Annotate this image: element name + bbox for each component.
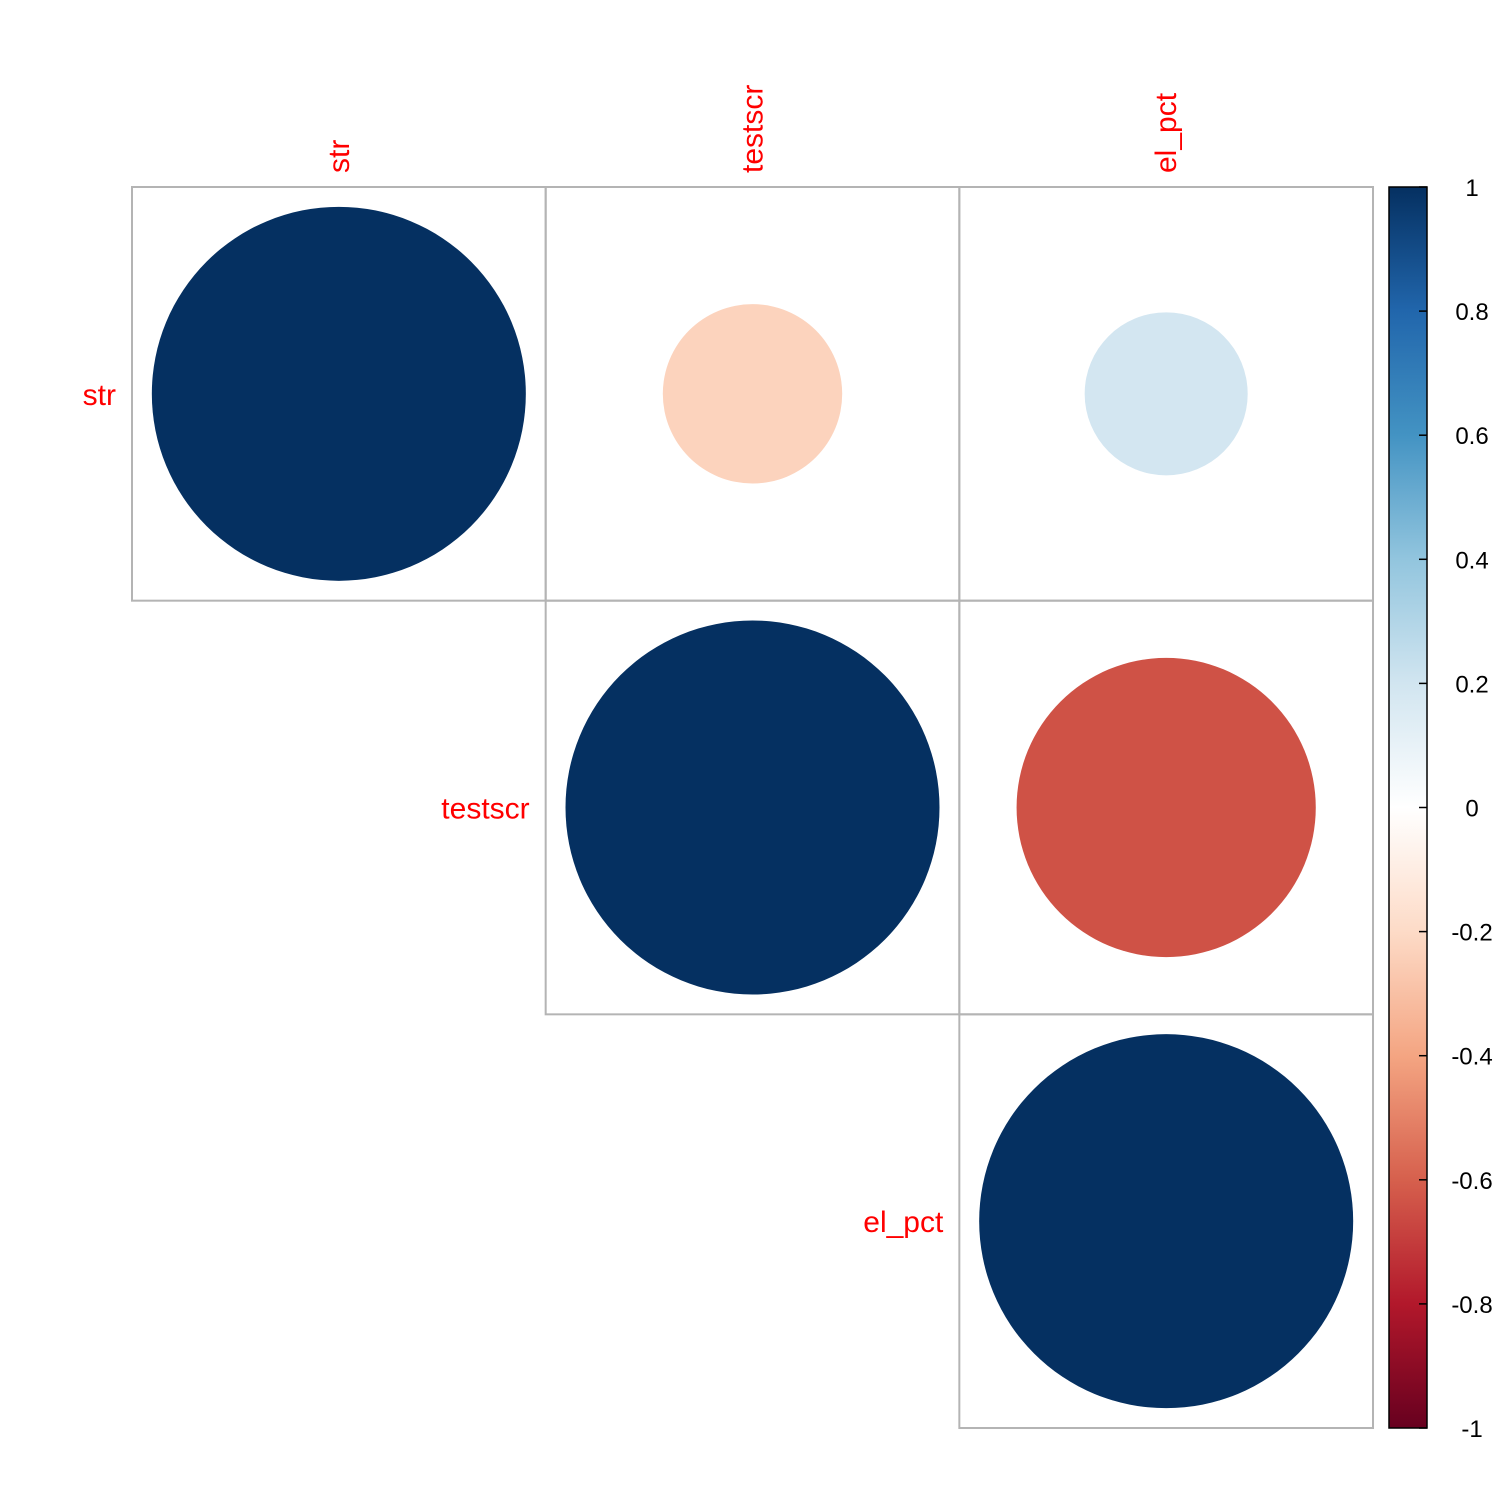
colorbar-tick-label: 0.6	[1455, 423, 1488, 450]
colorbar-tick-label: 0	[1465, 796, 1478, 823]
circle-el_pct-el_pct	[979, 1034, 1354, 1409]
row-label-el_pct: el_pct	[863, 1206, 944, 1239]
matrix-cell-el_pct-el_pct	[958, 1013, 1375, 1430]
colorbar-tick-label: -0.8	[1451, 1292, 1492, 1319]
colorbar-tick-label: 0.4	[1455, 547, 1488, 574]
column-label-str: str	[323, 140, 356, 173]
colorbar-tick-label: -1	[1461, 1416, 1482, 1443]
column-label-el_pct: el_pct	[1150, 92, 1183, 173]
circle-str-str	[151, 206, 526, 581]
colorbar-tick-label: -0.2	[1451, 920, 1492, 947]
circle-str-el_pct	[1084, 312, 1248, 476]
row-label-testscr: testscr	[441, 793, 529, 826]
row-label-str: str	[83, 379, 116, 412]
correlation-circles	[151, 206, 1354, 1409]
colorbar-tick-label: -0.6	[1451, 1168, 1492, 1195]
circle-str-testscr	[662, 304, 843, 484]
circle-testscr-el_pct	[1016, 657, 1316, 958]
colorbar-legend: 1 0.8 0.6 0.4 0.2 0 -0.2 -0.4 -0.6 -0.8 -1	[1388, 175, 1493, 1443]
colorbar-tick-label: 1	[1465, 175, 1478, 202]
colorbar-tick-label: 0.8	[1455, 299, 1488, 326]
colorbar-tick-label: -0.4	[1451, 1044, 1492, 1071]
matrix-cells	[131, 186, 1375, 1430]
colorbar-tick-label: 0.2	[1455, 671, 1488, 698]
circle-testscr-testscr	[565, 620, 940, 995]
column-label-testscr: testscr	[737, 85, 770, 173]
